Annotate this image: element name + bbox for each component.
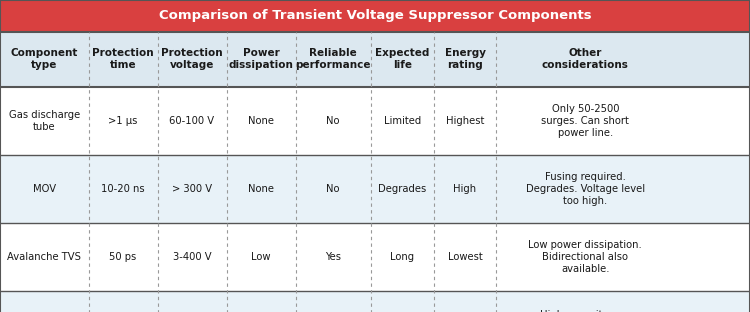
Bar [0,223,750,291]
Text: Yes: Yes [325,252,341,262]
Text: 50 ps: 50 ps [110,252,136,262]
Text: Lowest: Lowest [448,252,482,262]
Text: Fusing required.
Degrades. Voltage level
too high.: Fusing required. Degrades. Voltage level… [526,172,645,206]
Text: Power
dissipation: Power dissipation [229,48,293,71]
Text: No: No [326,184,340,194]
Text: Low: Low [251,252,271,262]
Bar [0,291,750,312]
Bar [0,32,750,87]
Text: > 300 V: > 300 V [172,184,212,194]
Text: High: High [454,184,476,194]
Text: Protection
time: Protection time [92,48,154,71]
Text: Limited: Limited [384,116,421,126]
Text: MOV: MOV [33,184,56,194]
Text: Avalanche TVS: Avalanche TVS [8,252,81,262]
Text: No: No [326,116,340,126]
Text: Protection
voltage: Protection voltage [161,48,223,71]
Text: Comparison of Transient Voltage Suppressor Components: Comparison of Transient Voltage Suppress… [159,9,591,22]
Text: Energy
rating: Energy rating [445,48,485,71]
Bar [0,155,750,223]
Text: Degrades: Degrades [378,184,427,194]
Text: Low power dissipation.
Bidirectional also
available.: Low power dissipation. Bidirectional als… [529,240,642,274]
Text: 60-100 V: 60-100 V [170,116,214,126]
Text: Only 50-2500
surges. Can short
power line.: Only 50-2500 surges. Can short power lin… [542,104,629,138]
Text: Gas discharge
tube: Gas discharge tube [9,110,80,132]
Bar [0,87,750,155]
Text: >1 μs: >1 μs [108,116,138,126]
Text: Expected
life: Expected life [375,48,430,71]
Text: None: None [248,116,274,126]
Text: Component
type: Component type [10,48,78,71]
Bar [0,0,750,32]
Text: None: None [248,184,274,194]
Text: Reliable
performance: Reliable performance [296,48,370,71]
Text: Long: Long [390,252,415,262]
Text: 3-400 V: 3-400 V [172,252,211,262]
Text: Other
considerations: Other considerations [542,48,628,71]
Text: 10-20 ns: 10-20 ns [101,184,145,194]
Text: High capacitance.
Temperature sensitive.: High capacitance. Temperature sensitive. [529,310,642,312]
Text: Highest: Highest [446,116,485,126]
